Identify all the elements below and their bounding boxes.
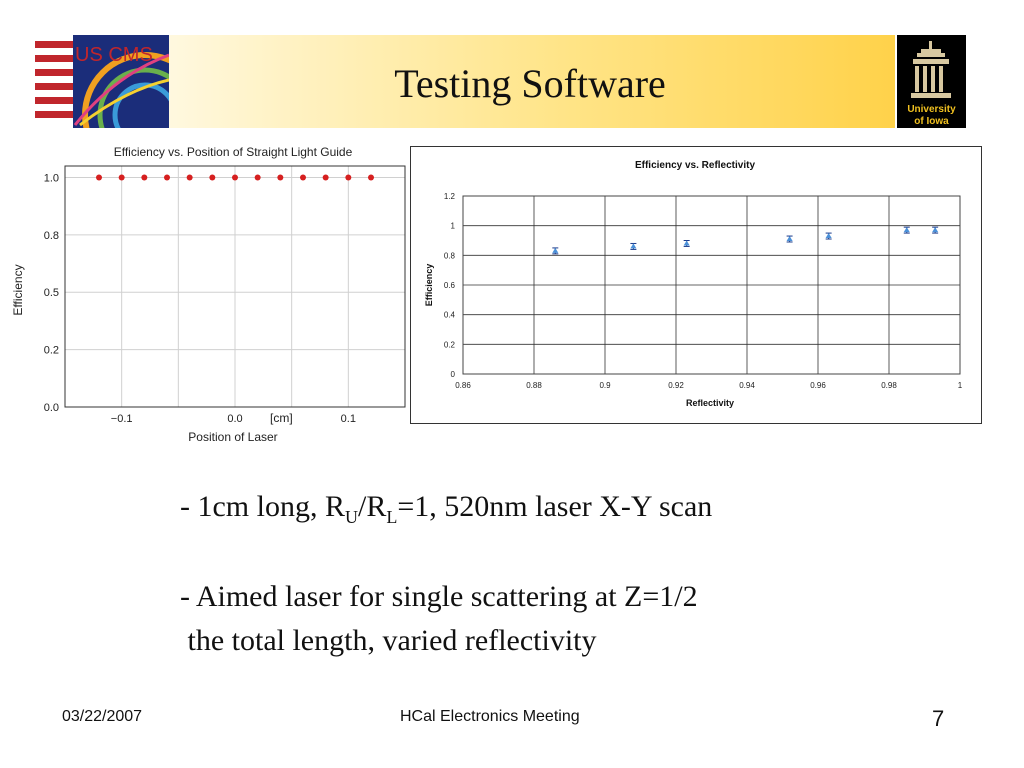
footer-meeting: HCal Electronics Meeting: [400, 708, 580, 725]
chart2-x-tick-label: 0.94: [739, 381, 755, 390]
bullet-1-sub-l: L: [386, 507, 398, 527]
chart2-x-tick-label: 1: [958, 381, 963, 390]
chart1-y-tick-label: 0.5: [44, 287, 59, 299]
chart2-x-tick-label: 0.96: [810, 381, 826, 390]
efficiency-vs-position-chart: Efficiency vs. Position of Straight Ligh…: [11, 145, 406, 444]
footer-date: 03/22/2007: [62, 708, 143, 725]
chart1-x-tick-label: −0.1: [111, 413, 133, 425]
chart2-data-point: [932, 227, 939, 233]
chart1-x-tick-label: 0.1: [341, 413, 356, 425]
chart2-y-tick-label: 1: [451, 222, 456, 231]
bullet-1: - 1cm long, RU/RL=1, 520nm laser X-Y sca…: [180, 490, 712, 528]
chart1-data-point: [186, 174, 193, 181]
chart1-y-tick-label: 0.8: [44, 230, 59, 242]
chart2-xlabel: Reflectivity: [686, 398, 734, 408]
chart1-data-point: [254, 174, 261, 181]
footer-page-number: 7: [932, 706, 945, 731]
logo-right-text-1: University: [907, 104, 956, 115]
bullet-1-suffix: =1, 520nm laser X-Y scan: [397, 490, 713, 523]
chart2-x-tick-label: 0.98: [881, 381, 897, 390]
chart1-ylabel: Efficiency: [11, 264, 25, 315]
chart2-data-point: [683, 240, 690, 246]
chart2-y-tick-label: 0.8: [444, 251, 456, 260]
chart1-data-point: [368, 174, 374, 181]
chart2-data-point: [552, 247, 559, 253]
chart2-plot-frame: [462, 195, 961, 375]
efficiency-vs-reflectivity-chart: Efficiency vs. Reflectivity 0 0.2 0.4 0.6 0.…: [410, 146, 982, 424]
chart1-title: Efficiency vs. Position of Straight Ligh…: [114, 145, 353, 159]
chart1-xlabel: Position of Laser: [188, 430, 277, 444]
bullet-1-mid: /R: [358, 490, 387, 523]
chart1-data-point: [209, 174, 216, 181]
chart2-data-point: [903, 227, 910, 233]
chart1-data-point: [322, 174, 329, 181]
bullet-1-sub-u: U: [345, 507, 358, 527]
slide-title: Testing Software: [394, 61, 666, 106]
chart2-data-point: [825, 233, 832, 239]
bullet-2-line-2: the total length, varied reflectivity: [180, 624, 597, 657]
title-banner: [35, 35, 895, 128]
chart1-y-tick-label: 1.0: [44, 172, 59, 184]
chart1-data-point: [96, 174, 102, 181]
us-cms-logo: US CMS: [35, 35, 169, 128]
chart1-data-point: [232, 174, 238, 181]
logo-right-text-2: of Iowa: [914, 116, 949, 127]
chart1-data-point: [141, 174, 148, 181]
chart1-data-point: [300, 174, 306, 181]
chart2-ylabel: Efficiency: [424, 264, 434, 307]
chart2-y-tick-label: 0.2: [444, 340, 456, 349]
chart2-x-tick-label: 0.86: [455, 381, 471, 390]
chart1-y-tick-label: 0.2: [44, 345, 59, 357]
university-of-iowa-logo: University of Iowa: [897, 35, 966, 128]
chart2-title: Efficiency vs. Reflectivity: [635, 160, 755, 171]
chart2-y-tick-label: 0: [451, 370, 456, 379]
bullet-2-line-1: - Aimed laser for single scattering at Z…: [180, 580, 698, 613]
chart1-y-tick-label: 0.0: [44, 402, 59, 414]
logo-left-text: US CMS: [75, 44, 153, 66]
chart2-x-tick-label: 0.92: [668, 381, 684, 390]
chart1-data-point: [164, 174, 170, 181]
bullet-1-prefix: - 1cm long, R: [180, 490, 345, 523]
chart2-x-tick-label: 0.88: [526, 381, 542, 390]
chart2-data-point: [630, 243, 637, 249]
chart1-plot-frame: [64, 165, 406, 408]
chart1-data-point: [118, 174, 125, 181]
chart2-x-tick-label: 0.9: [599, 381, 611, 390]
chart1-x-tick-label: 0.0: [227, 413, 242, 425]
chart2-y-tick-label: 0.6: [444, 281, 456, 290]
chart2-y-tick-label: 0.4: [444, 311, 456, 320]
chart1-data-point: [277, 174, 284, 181]
chart2-data-point: [786, 236, 793, 242]
chart1-data-point: [345, 174, 352, 181]
chart2-y-tick-label: 1.2: [444, 192, 456, 201]
chart1-x-annotation: [cm]: [270, 411, 293, 425]
